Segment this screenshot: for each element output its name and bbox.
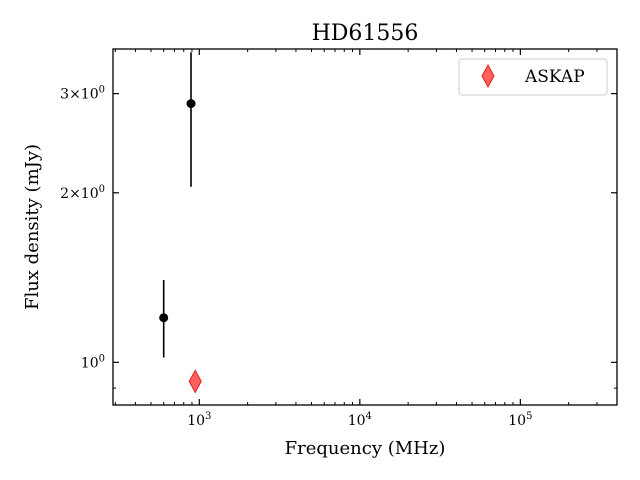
legend: ASKAP — [458, 58, 608, 96]
y-axis-label: Flux density (mJy) — [22, 144, 43, 310]
x-tick-label: 104 — [348, 411, 372, 429]
x-tick-label: 105 — [508, 411, 532, 429]
x-tick-label: 103 — [187, 411, 211, 429]
chart-title: HD61556 — [312, 21, 419, 46]
x-axis-ticks: 103 104 105 — [187, 49, 532, 429]
y-axis-ticks: 100 2×100 3×100 — [60, 85, 617, 371]
legend-box — [458, 58, 608, 96]
legend-marker-askap — [481, 63, 495, 89]
data-point — [186, 99, 196, 109]
y-tick-label: 2×100 — [60, 184, 105, 202]
legend-label-askap: ASKAP — [524, 67, 585, 87]
data-point-askap — [188, 369, 202, 394]
x-axis-label: Frequency (MHz) — [285, 438, 446, 459]
y-tick-label: 3×100 — [60, 85, 105, 103]
data-point — [159, 313, 169, 323]
plot-frame — [112, 48, 618, 406]
data-marks — [159, 52, 202, 394]
y-tick-label: 100 — [81, 353, 105, 371]
